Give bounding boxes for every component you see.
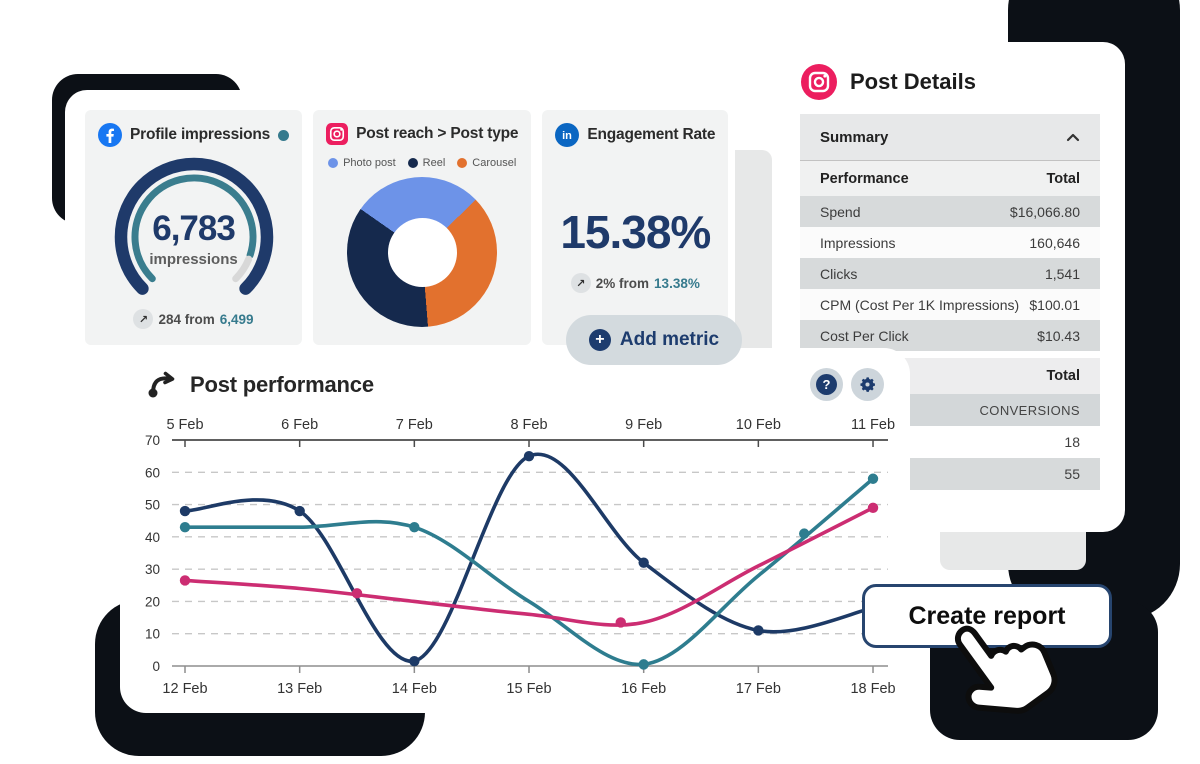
add-metric-button[interactable]: + Add metric [566,315,742,365]
svg-text:15 Feb: 15 Feb [506,681,551,697]
table-row: CPM (Cost Per 1K Impressions) $100.01 [800,289,1100,320]
gauge-value: 6,783 [152,209,236,248]
change-text: 284 from [158,311,215,327]
facebook-icon [98,123,122,147]
add-metric-label: Add metric [619,329,720,350]
legend-label: Photo post [343,157,396,169]
add-icon: + [588,329,611,351]
legend-label: Carousel [472,157,517,169]
svg-text:9 Feb: 9 Feb [625,417,662,433]
post-reach-donut-chart [347,177,498,327]
svg-text:16 Feb: 16 Feb [621,681,666,697]
panel-profile-impressions: Profile impressions 6,783 impressions ↗ … [85,110,303,345]
change-row: ↗ 2% from 13.38% [555,273,715,293]
post-performance-line-chart: 5 Feb 6 Feb 7 Feb 8 Feb 9 Feb 10 Feb 11 Feb 12 … [145,417,896,697]
cursor-hand-icon [954,625,1058,714]
table-header: Performance Total [800,160,1100,196]
settings-button[interactable] [851,368,884,401]
svg-text:20: 20 [145,594,160,609]
legend-dot-reel [407,158,418,168]
post-details-table: Summary Performance Total Spend $16,066.8… [800,114,1100,490]
change-text: 2% from [595,275,650,291]
svg-text:7 Feb: 7 Feb [396,417,433,433]
table-row: Impressions 160,646 [800,227,1100,258]
svg-text:30: 30 [145,562,160,577]
svg-text:50: 50 [145,498,160,513]
table-row: Cost Per Click $10.43 [800,320,1100,351]
svg-text:5 Feb: 5 Feb [166,417,203,433]
svg-text:12 Feb: 12 Feb [162,681,207,697]
trend-up-icon: ↗ [133,309,154,329]
legend-label: Reel [422,157,446,169]
impressions-gauge: 6,783 impressions [109,151,279,303]
gauge-unit: impressions [149,251,238,268]
instagram-icon [326,123,349,145]
question-mark-icon: ? [816,374,837,395]
panel-engagement-rate: in Engagement Rate 15.38% ↗ 2% from 13.3… [542,110,729,345]
svg-text:60: 60 [145,465,160,480]
post-details-card: Post Details Summary Performance Total S… [775,42,1125,532]
gear-icon [860,377,875,392]
svg-text:14 Feb: 14 Feb [392,681,437,697]
table-row: Spend $16,066.80 [800,196,1100,227]
page-title: Post Details [850,69,976,94]
svg-text:6 Feb: 6 Feb [281,417,318,433]
svg-text:10 Feb: 10 Feb [736,417,781,433]
svg-text:0: 0 [152,659,160,674]
chevron-up-icon [1066,133,1080,141]
metric-indicator-dot [278,129,290,141]
change-reference: 6,499 [219,311,254,327]
svg-text:10: 10 [145,627,160,642]
svg-text:40: 40 [145,530,160,545]
metrics-card: Profile impressions 6,783 impressions ↗ … [65,90,735,365]
table-row: Clicks 1,541 [800,258,1100,289]
metric-title: Post reach > Post type [356,125,519,142]
column-header: Performance [820,170,909,187]
post-performance-card: Post performance ? 5 Feb 6 Feb 7 Feb 8 Feb 9… [120,348,910,713]
change-reference: 13.38% [654,275,700,291]
summary-toggle[interactable]: Summary [800,114,1100,160]
engagement-value: 15.38% [560,206,711,258]
instagram-icon [801,64,837,100]
donut-legend: Photo post Reel Carousel [328,157,518,169]
linkedin-icon: in [555,123,580,147]
legend-dot-photo-post [328,158,339,168]
svg-text:17 Feb: 17 Feb [736,681,781,697]
svg-text:11 Feb: 11 Feb [851,417,895,433]
summary-label: Summary [820,128,889,146]
trend-up-icon: ↗ [570,273,591,293]
metric-title: Engagement Rate [587,126,716,143]
svg-text:18 Feb: 18 Feb [850,681,895,697]
svg-text:70: 70 [145,433,160,448]
create-report-label: Create report [908,601,1066,630]
column-header: Total [1046,170,1080,187]
svg-text:in: in [562,130,572,142]
legend-dot-carousel [457,158,468,168]
panel-post-reach: Post reach > Post type Photo post Reel C… [313,110,532,345]
svg-text:8 Feb: 8 Feb [510,417,547,433]
post-performance-icon [146,370,176,400]
chart-title: Post performance [190,371,374,397]
metric-title: Profile impressions [130,126,271,143]
svg-text:13 Feb: 13 Feb [277,681,322,697]
create-report-button[interactable]: Create report [862,584,1112,648]
help-button[interactable]: ? [810,368,843,401]
change-row: ↗ 284 from 6,499 [98,309,289,329]
